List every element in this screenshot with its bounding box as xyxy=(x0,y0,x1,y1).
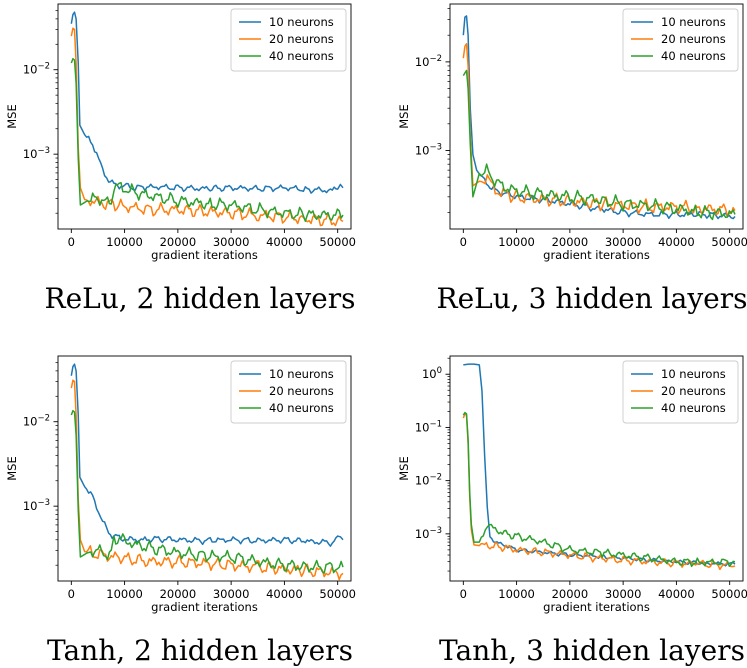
x-tick-label: 30000 xyxy=(605,587,642,601)
x-tick-label: 0 xyxy=(460,235,467,249)
y-axis-label: MSE xyxy=(5,456,19,481)
chart-panel: 0 10000 20000 30000 40000 50000 gradient itera… xyxy=(5,355,356,667)
panel-caption: ReLu, 3 hidden layers xyxy=(437,282,747,315)
legend-label: 10 neurons xyxy=(661,367,726,381)
x-axis-label: gradient iterations xyxy=(151,248,258,262)
y-tick-label: 10−2 xyxy=(415,54,442,69)
panel-caption: ReLu, 2 hidden layers xyxy=(45,282,356,315)
legend-label: 40 neurons xyxy=(661,401,726,415)
y-tick-base: 10 xyxy=(422,367,437,381)
y-tick-base: 10 xyxy=(23,63,38,77)
x-tick-label: 20000 xyxy=(160,235,197,249)
y-axis-label: MSE xyxy=(5,104,19,129)
y-tick-exponent: −2 xyxy=(429,54,442,64)
x-tick-label: 40000 xyxy=(266,587,303,601)
legend-label: 20 neurons xyxy=(269,384,334,398)
x-axis-label: gradient iterations xyxy=(151,600,258,614)
x-tick-label: 20000 xyxy=(552,587,589,601)
y-tick-exponent: −2 xyxy=(37,62,50,72)
x-tick-label: 0 xyxy=(68,587,75,601)
y-tick-exponent: −3 xyxy=(37,146,50,156)
plot-frame xyxy=(449,355,744,582)
x-tick-label: 40000 xyxy=(658,587,695,601)
x-tick-label: 40000 xyxy=(658,235,695,249)
legend-label: 20 neurons xyxy=(661,32,726,46)
plot-frame xyxy=(449,3,744,230)
y-tick-label: 100 xyxy=(422,366,442,381)
y-tick-label: 10−2 xyxy=(415,473,442,488)
panel-caption: Tanh, 2 hidden layers xyxy=(47,634,353,667)
series-line-40-neurons xyxy=(70,409,344,574)
y-tick-exponent: −1 xyxy=(429,419,442,429)
legend-label: 10 neurons xyxy=(269,367,334,381)
y-tick-base: 10 xyxy=(415,143,430,157)
x-tick-label: 30000 xyxy=(213,587,250,601)
plot-frame xyxy=(57,355,352,582)
legend-label: 40 neurons xyxy=(661,49,726,63)
y-tick-exponent: −3 xyxy=(37,498,50,508)
series-line-10-neurons xyxy=(70,363,344,547)
x-tick-label: 50000 xyxy=(319,587,356,601)
x-tick-label: 10000 xyxy=(106,587,143,601)
x-tick-label: 0 xyxy=(68,235,75,249)
x-tick-label: 40000 xyxy=(266,235,303,249)
x-axis-label: gradient iterations xyxy=(543,600,650,614)
chart-panel: 0 10000 20000 30000 40000 50000 gradient itera… xyxy=(397,3,747,315)
y-axis-label: MSE xyxy=(397,456,411,481)
y-tick-exponent: 0 xyxy=(437,366,442,376)
y-tick-exponent: −2 xyxy=(429,473,442,483)
y-axis-label: MSE xyxy=(397,104,411,129)
chart-panel: 0 10000 20000 30000 40000 50000 gradient itera… xyxy=(5,3,356,315)
x-tick-label: 0 xyxy=(460,587,467,601)
x-tick-label: 10000 xyxy=(106,235,143,249)
y-tick-label: 10−2 xyxy=(23,414,50,429)
y-tick-label: 10−3 xyxy=(23,498,50,513)
x-tick-label: 10000 xyxy=(498,235,535,249)
y-tick-base: 10 xyxy=(23,415,38,429)
chart-panel: 0 10000 20000 30000 40000 50000 gradient itera… xyxy=(397,355,747,667)
y-tick-base: 10 xyxy=(23,499,38,513)
y-tick-label: 10−3 xyxy=(415,142,442,157)
x-axis-label: gradient iterations xyxy=(543,248,650,262)
y-tick-label: 10−2 xyxy=(23,62,50,77)
y-tick-base: 10 xyxy=(23,147,38,161)
y-tick-exponent: −3 xyxy=(429,142,442,152)
legend-label: 10 neurons xyxy=(269,15,334,29)
legend-label: 40 neurons xyxy=(269,49,334,63)
panel-caption: Tanh, 3 hidden layers xyxy=(439,634,745,667)
x-tick-label: 50000 xyxy=(319,235,356,249)
x-tick-label: 10000 xyxy=(498,587,535,601)
y-tick-base: 10 xyxy=(415,420,430,434)
x-tick-label: 20000 xyxy=(160,587,197,601)
plot-frame xyxy=(57,3,352,230)
y-tick-base: 10 xyxy=(415,527,430,541)
legend-label: 20 neurons xyxy=(661,384,726,398)
x-tick-label: 50000 xyxy=(711,587,747,601)
series-line-10-neurons xyxy=(70,11,344,194)
series-line-40-neurons xyxy=(462,411,736,568)
y-tick-base: 10 xyxy=(415,474,430,488)
y-tick-label: 10−1 xyxy=(415,419,442,434)
series-line-40-neurons xyxy=(462,69,736,221)
x-tick-label: 20000 xyxy=(552,235,589,249)
y-tick-base: 10 xyxy=(415,55,430,69)
legend-label: 20 neurons xyxy=(269,32,334,46)
x-tick-label: 50000 xyxy=(711,235,747,249)
legend-label: 10 neurons xyxy=(661,15,726,29)
y-tick-label: 10−3 xyxy=(23,146,50,161)
y-tick-exponent: −2 xyxy=(37,414,50,424)
y-tick-label: 10−3 xyxy=(415,526,442,541)
series-line-20-neurons xyxy=(70,27,344,227)
series-line-40-neurons xyxy=(70,57,344,223)
legend-label: 40 neurons xyxy=(269,401,334,415)
y-tick-exponent: −3 xyxy=(429,526,442,536)
x-tick-label: 30000 xyxy=(213,235,250,249)
x-tick-label: 30000 xyxy=(605,235,642,249)
series-line-20-neurons xyxy=(70,379,344,581)
